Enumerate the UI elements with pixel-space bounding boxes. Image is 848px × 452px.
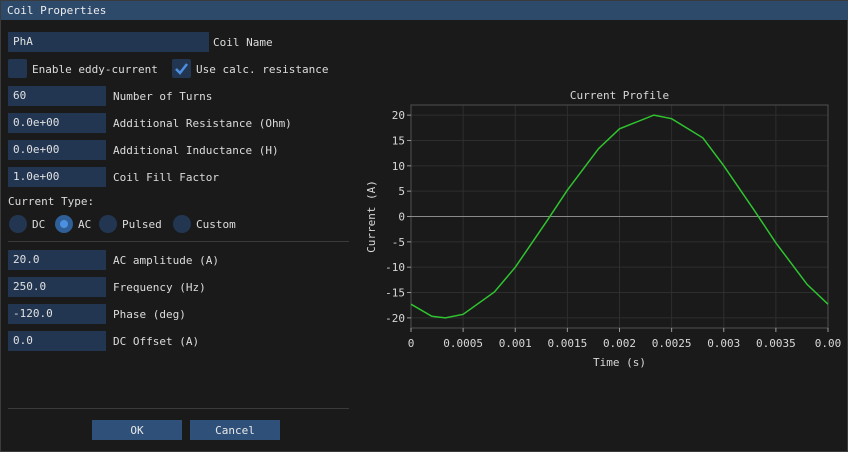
y-tick-label: 5 <box>398 185 405 198</box>
y-tick-label: -20 <box>385 312 405 325</box>
x-tick-label: 0.001 <box>499 337 532 350</box>
x-tick-label: 0.003 <box>707 337 740 350</box>
radio-ac-label: AC <box>78 218 92 231</box>
chart-ticks: 0 0.0005 0.001 0.0015 0.002 0.0025 0.003 0.0035… <box>385 109 841 350</box>
add-resistance-label: Additional Resistance (Ohm) <box>113 117 292 130</box>
dc-offset-label: DC Offset (A) <box>113 335 200 348</box>
divider <box>8 241 349 242</box>
frequency-input[interactable]: 250.0 <box>8 277 106 297</box>
y-tick-label: 20 <box>392 109 405 122</box>
x-tick-label: 0.0035 <box>756 337 796 350</box>
radio-custom[interactable] <box>173 215 191 233</box>
calc-resistance-checkbox[interactable] <box>172 59 191 78</box>
phase-input[interactable]: -120.0 <box>8 304 106 324</box>
calc-resistance-label: Use calc. resistance <box>196 63 329 76</box>
radio-dc[interactable] <box>9 215 27 233</box>
x-tick-label: 0.0025 <box>652 337 692 350</box>
dc-offset-input[interactable]: 0.0 <box>8 331 106 351</box>
frequency-label: Frequency (Hz) <box>113 281 206 294</box>
x-tick-label: 0 <box>408 337 415 350</box>
x-tick-label: 0.00 <box>815 337 842 350</box>
radio-custom-label: Custom <box>196 218 236 231</box>
cancel-button[interactable]: Cancel <box>190 420 280 440</box>
ac-amplitude-input[interactable]: 20.0 <box>8 250 106 270</box>
y-tick-label: -15 <box>385 287 405 300</box>
checkmark-icon <box>175 63 188 75</box>
current-type-label: Current Type: <box>8 195 95 208</box>
ok-button[interactable]: OK <box>92 420 182 440</box>
divider-bottom <box>8 408 349 409</box>
x-axis-label: Time (s) <box>593 356 646 369</box>
x-tick-label: 0.002 <box>603 337 636 350</box>
radio-ac[interactable] <box>55 215 73 233</box>
x-tick-label: 0.0005 <box>443 337 483 350</box>
radio-dc-label: DC <box>32 218 46 231</box>
add-inductance-label: Additional Inductance (H) <box>113 144 279 157</box>
eddy-current-checkbox[interactable] <box>8 59 27 78</box>
ac-amplitude-label: AC amplitude (A) <box>113 254 219 267</box>
series-line <box>410 114 829 319</box>
radio-selected-dot <box>60 220 68 228</box>
y-tick-label: 10 <box>392 160 405 173</box>
chart-title: Current Profile <box>570 89 669 102</box>
coil-name-input[interactable]: PhA <box>8 32 209 52</box>
title-bar[interactable]: Coil Properties <box>1 1 848 20</box>
coil-name-label: Coil Name <box>213 36 273 49</box>
turns-input[interactable]: 60 <box>8 86 106 106</box>
radio-pulsed-label: Pulsed <box>122 218 162 231</box>
y-tick-label: -5 <box>392 236 405 249</box>
fill-factor-label: Coil Fill Factor <box>113 171 219 184</box>
fill-factor-input[interactable]: 1.0e+00 <box>8 167 106 187</box>
y-tick-label: -10 <box>385 261 405 274</box>
radio-pulsed[interactable] <box>99 215 117 233</box>
turns-label: Number of Turns <box>113 90 213 103</box>
current-profile-chart: Current Profile 0 0.0005 0.001 0.0015 0.002 0… <box>365 89 841 369</box>
eddy-current-label: Enable eddy-current <box>32 63 158 76</box>
y-tick-label: 15 <box>392 134 405 147</box>
y-axis-label: Current (A) <box>365 180 378 253</box>
add-resistance-input[interactable]: 0.0e+00 <box>8 113 106 133</box>
window-title: Coil Properties <box>7 4 107 17</box>
y-tick-label: 0 <box>398 211 405 224</box>
x-tick-label: 0.0015 <box>548 337 588 350</box>
phase-label: Phase (deg) <box>113 308 186 321</box>
add-inductance-input[interactable]: 0.0e+00 <box>8 140 106 160</box>
